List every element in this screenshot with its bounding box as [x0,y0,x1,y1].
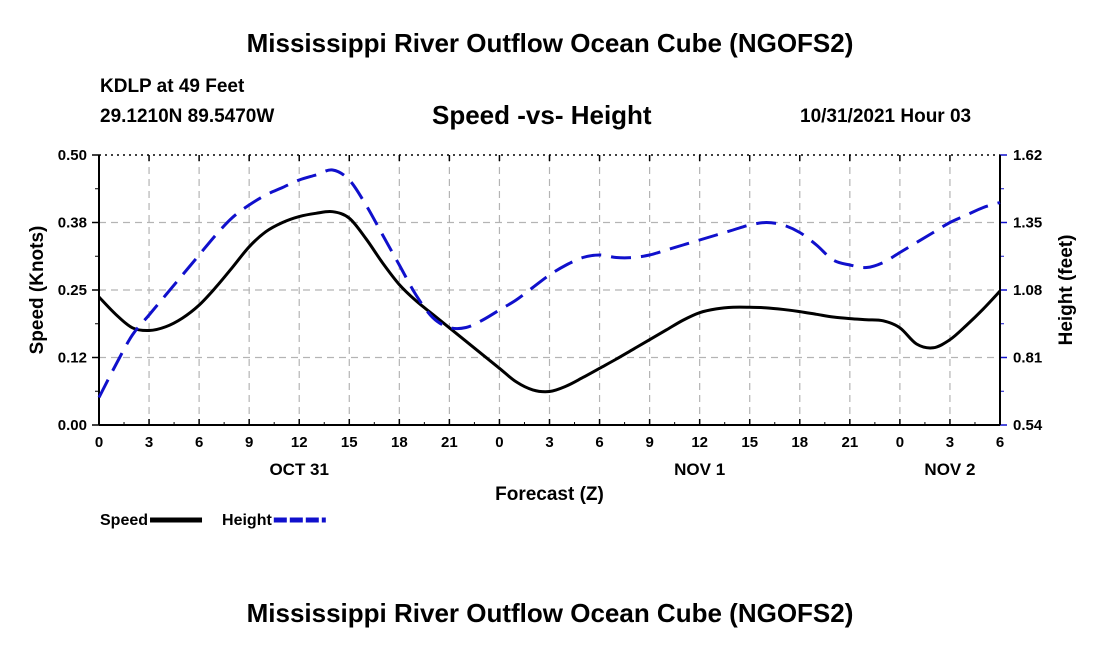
x-tick-label: 9 [245,434,253,451]
x-tick-label: 18 [391,434,408,451]
x-tick-label: 12 [691,434,708,451]
x-tick-label: 3 [946,434,954,451]
y2-axis-title: Height (feet) [1056,235,1077,346]
tick-labels: 0 3 6 9 12 15 18 21 0 3 6 9 12 15 18 21 0 3 6 0.00 0.12 0.25 0… [58,147,1043,451]
axis-labels: OCT 31 NOV 1 NOV 2 Forecast (Z) Speed (Knots… [27,226,1077,505]
x-tick-label: 6 [996,434,1004,451]
x-tick-label: 3 [545,434,553,451]
x-tick-label: 12 [291,434,308,451]
day-label: NOV 2 [924,460,975,479]
day-label: NOV 1 [674,460,725,479]
y2-tick-label: 1.35 [1013,215,1042,232]
axes [92,154,1007,426]
height-series-line [97,168,1001,399]
x-tick-label: 6 [195,434,203,451]
forecast-timestamp: 10/31/2021 Hour 03 [800,106,972,127]
y-axis-title: Speed (Knots) [27,226,48,355]
y-tick-label: 0.50 [58,147,87,164]
x-tick-label: 18 [791,434,808,451]
plot-subtitle: Speed -vs- Height [432,100,652,130]
y2-tick-label: 1.08 [1013,282,1042,299]
station-coordinates: 29.1210N 89.5470W [100,106,275,127]
y-tick-label: 0.12 [58,350,87,367]
x-tick-label: 6 [595,434,603,451]
x-tick-label: 0 [95,434,103,451]
chart-title: Mississippi River Outflow Ocean Cube (NG… [246,28,854,58]
legend-label-speed: Speed [100,512,148,529]
x-tick-label: 15 [341,434,358,451]
station-label: KDLP at 49 Feet [100,76,245,97]
x-tick-label: 0 [495,434,503,451]
y-tick-label: 0.00 [58,417,87,434]
y2-tick-label: 0.54 [1013,417,1043,434]
y2-tick-label: 1.62 [1013,147,1042,164]
x-tick-label: 21 [441,434,458,451]
x-tick-label: 15 [741,434,758,451]
x-tick-label: 9 [645,434,653,451]
day-label: OCT 31 [269,460,329,479]
grid-lines [99,155,1000,425]
y-tick-label: 0.25 [58,282,87,299]
x-tick-label: 21 [841,434,858,451]
footer-title: Mississippi River Outflow Ocean Cube (NG… [246,598,854,628]
data-series [97,168,1002,399]
x-tick-label: 0 [896,434,904,451]
x-tick-label: 3 [145,434,153,451]
x-axis-title: Forecast (Z) [495,484,604,505]
legend: Speed Height [100,512,326,529]
y-tick-label: 0.38 [58,215,87,232]
legend-label-height: Height [222,512,272,529]
y2-tick-label: 0.81 [1013,350,1042,367]
speed-series-line [97,209,1002,394]
